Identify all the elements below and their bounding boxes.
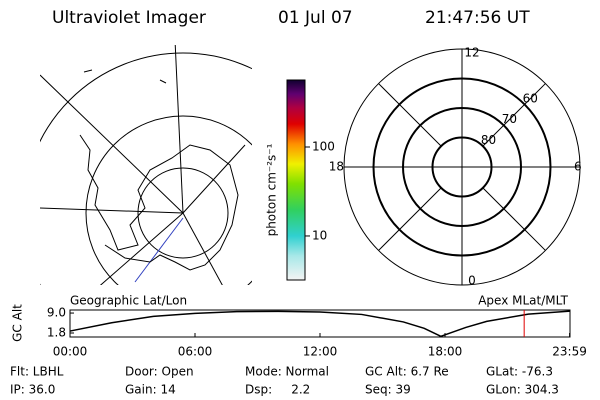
mlt-label: 18 bbox=[329, 160, 344, 174]
colorbar-label: photon cm⁻²s⁻¹ bbox=[265, 143, 279, 236]
info-field: Door: Open bbox=[125, 365, 194, 379]
y-tick-label: 1.8 bbox=[47, 326, 66, 340]
x-tick-label: 06:00 bbox=[178, 345, 213, 359]
y-tick-label: 9.0 bbox=[47, 306, 66, 320]
x-tick-label: 23:59 bbox=[552, 345, 587, 359]
date: 01 Jul 07 bbox=[278, 8, 353, 28]
info-field: Seq: 39 bbox=[365, 383, 411, 397]
timeline-ylabel: GC Alt bbox=[11, 304, 25, 342]
info-field: GLat: -76.3 bbox=[486, 365, 553, 379]
timeline-title-left: Geographic Lat/Lon bbox=[70, 294, 187, 308]
map bbox=[40, 45, 252, 285]
title: Ultraviolet Imager bbox=[52, 8, 206, 28]
info-field: Dsp: 2.2 bbox=[245, 383, 310, 397]
time: 21:47:56 UT bbox=[425, 8, 530, 28]
info-field: Gain: 14 bbox=[125, 383, 176, 397]
timeline-title-right: Apex MLat/MLT bbox=[478, 294, 568, 308]
timeline-frame bbox=[69, 309, 571, 338]
x-tick-label: 18:00 bbox=[428, 345, 463, 359]
mlt-label: 6 bbox=[574, 160, 582, 174]
info-field: Mode: Normal bbox=[245, 365, 329, 379]
colorbar-tick-label: 10 bbox=[312, 228, 327, 242]
colorbar-tick-label: 100 bbox=[312, 139, 335, 153]
mlt-label: 0 bbox=[468, 274, 476, 288]
info-field: Flt: LBHL bbox=[10, 365, 64, 379]
mlt-label: 12 bbox=[464, 46, 479, 60]
polar-spoke bbox=[378, 83, 442, 147]
x-tick-label: 12:00 bbox=[303, 345, 338, 359]
polar-spoke bbox=[482, 83, 546, 147]
info-field: GLon: 304.3 bbox=[486, 383, 559, 397]
polar-spoke bbox=[482, 187, 546, 251]
info-field: GC Alt: 6.7 Re bbox=[365, 365, 449, 379]
polar-spoke bbox=[378, 187, 442, 251]
altitude-line bbox=[69, 310, 571, 338]
info-field: IP: 36.0 bbox=[10, 383, 55, 397]
x-tick-label: 00:00 bbox=[53, 345, 88, 359]
colorbar bbox=[286, 79, 306, 281]
